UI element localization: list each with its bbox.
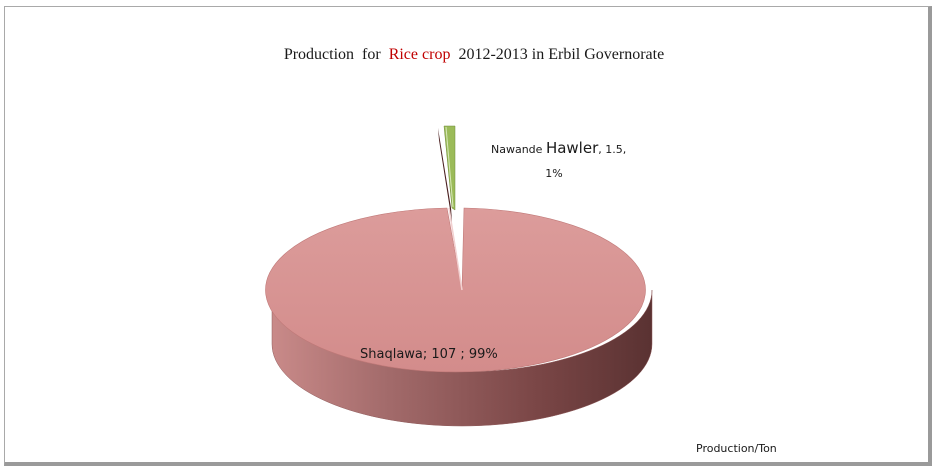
chart-title: Production for Rice crop 2012-2013 in Er… — [0, 46, 938, 64]
slice-shaqlawa — [265, 207, 646, 373]
title-crop: Rice crop — [388, 46, 451, 63]
slice-nawande-side — [438, 128, 452, 222]
label-nawande-prefix: Nawande — [491, 143, 546, 156]
label-shaqlawa: Shaqlawa; 107 ; 99% — [360, 347, 498, 362]
title-suffix: 2012-2013 in Erbil Governorate — [450, 46, 665, 63]
unit-note: Production/Ton — [696, 442, 777, 455]
label-nawande-value: , 1.5, — [598, 143, 626, 156]
slice-nawande-edge — [445, 126, 454, 208]
title-prefix: Production for — [283, 46, 389, 63]
label-nawande-name: Hawler — [546, 139, 599, 157]
label-nawande: Nawande Hawler, 1.5, — [491, 139, 626, 157]
label-nawande-percent: 1% — [545, 167, 562, 180]
shaqlawa-highlight — [448, 207, 463, 291]
